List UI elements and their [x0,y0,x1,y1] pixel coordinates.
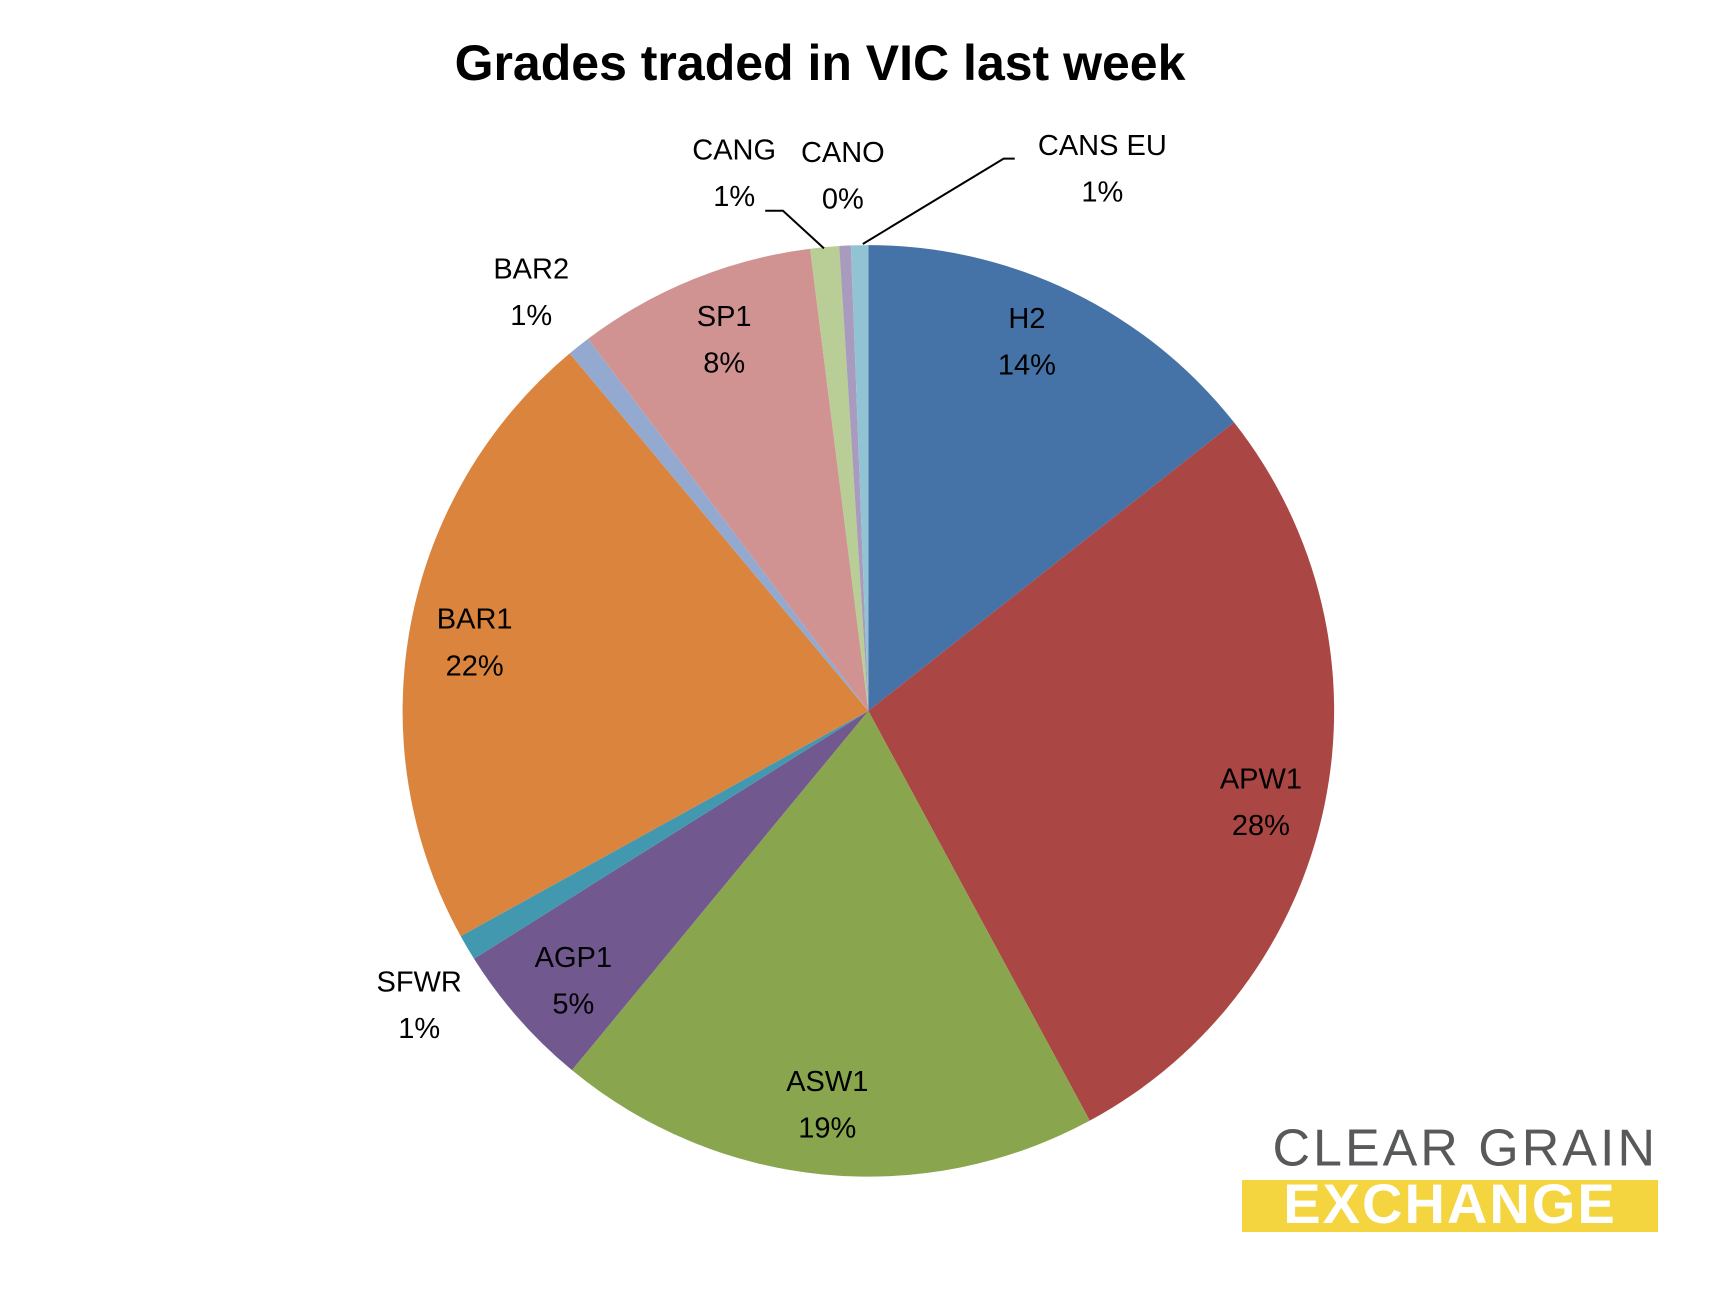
pie-slice [868,422,1335,1121]
slice-name-label: APW1 [1220,763,1302,795]
pie-slice [868,245,1235,711]
slice-value-label: 28% [1232,810,1290,842]
leader-line [765,209,825,250]
slice-name-label: AGP1 [535,942,612,974]
pie-slice [474,710,869,1071]
pie-slice [810,246,869,711]
slice-value-label: 14% [998,350,1056,382]
pie-slice [569,338,869,711]
slice-value-label: 1% [398,1013,440,1045]
slice-value-label: 5% [552,989,594,1021]
slice-name-label: BAR2 [493,253,569,285]
slice-name-label: SP1 [697,301,752,333]
slice-name-label: CANO [801,137,885,169]
slice-value-label: 1% [1081,177,1123,209]
logo: CLEAR GRAIN EXCHANGE [1242,1120,1658,1235]
slice-value-label: 1% [510,300,552,332]
pie-slice [460,710,869,959]
slice-value-label: 0% [822,183,864,215]
slice-value-label: 19% [798,1113,856,1145]
slice-name-label: SFWR [377,966,462,998]
pie-slice [402,353,869,937]
slice-value-label: 22% [446,650,504,682]
logo-line2: EXCHANGE [1283,1172,1616,1235]
pie-slice [850,245,869,711]
slice-value-label: 1% [713,181,755,213]
logo-line1: CLEAR GRAIN [1272,1120,1658,1178]
slice-value-label: 8% [703,348,745,380]
slice-name-label: CANS EU [1038,130,1167,162]
pie-slice [587,248,869,711]
slice-name-label: BAR1 [437,604,513,636]
logo-band [1242,1180,1658,1232]
chart-title: Grades traded in VIC last week [455,35,1186,91]
pie-slice [839,245,869,711]
slice-name-label: H2 [1008,303,1045,335]
leader-line [862,157,1015,245]
pie-slice [571,710,1090,1177]
slice-name-label: ASW1 [786,1066,868,1098]
slice-name-label: CANG [692,135,776,167]
